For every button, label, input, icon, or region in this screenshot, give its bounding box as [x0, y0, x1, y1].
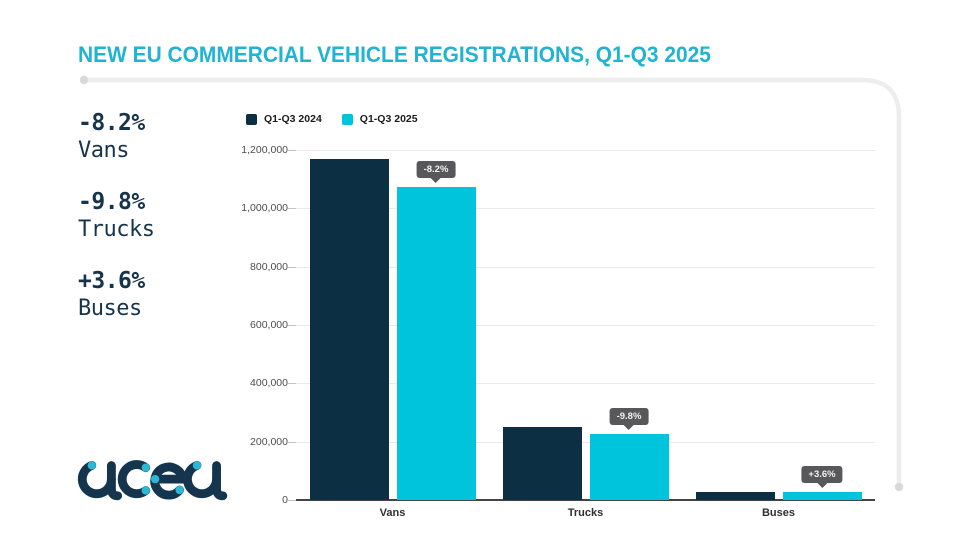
y-tick-1000000	[288, 208, 296, 210]
category-label-vans: Vans	[379, 507, 406, 519]
legend-label-2024: Q1-Q3 2024	[264, 113, 322, 125]
gridline-1200000	[296, 150, 875, 151]
y-tick-800000	[288, 266, 296, 268]
summary-stats: -8.2% Vans -9.8% Trucks +3.6% Buses	[78, 110, 155, 347]
gridline-800000	[296, 266, 875, 268]
legend-item-2024[interactable]: Q1-Q3 2024	[246, 113, 322, 125]
legend-swatch-2025	[341, 113, 353, 125]
stat-trucks-pct: -9.8%	[78, 189, 145, 215]
y-tick-label-200000: 200,000	[250, 435, 288, 448]
y-tick-200000	[288, 441, 296, 443]
category-label-buses: Buses	[761, 507, 796, 519]
acea-logo	[76, 448, 228, 509]
y-tick-label-0: 0	[282, 494, 288, 506]
y-tick-400000	[288, 383, 296, 385]
gridline-200000	[296, 441, 875, 443]
bar-2025-buses[interactable]	[782, 491, 862, 500]
frame-end-dot	[894, 482, 904, 492]
y-tick-label-600000: 600,000	[250, 319, 288, 331]
bar-2025-vans[interactable]	[396, 187, 476, 500]
category-label-trucks: Trucks	[567, 507, 604, 519]
stat-trucks: -9.8% Trucks	[78, 189, 155, 243]
change-tooltip-vans: -8.2%	[416, 161, 456, 179]
stat-vans-label: Vans	[78, 138, 129, 163]
legend-label-2025: Q1-Q3 2025	[359, 113, 418, 125]
logo-cyan-dots	[87, 461, 202, 495]
stat-trucks-label: Trucks	[78, 217, 155, 242]
y-tick-label-1000000: 1,000,000	[241, 202, 288, 215]
bar-2024-trucks[interactable]	[502, 427, 582, 500]
plot-area: Vans -8.2% Trucks -9.8% Buses +3.6%	[288, 150, 875, 519]
bar-2024-buses[interactable]	[695, 492, 775, 500]
gridline-600000	[296, 325, 875, 326]
stat-buses-label: Buses	[78, 296, 142, 321]
frame-start-dot	[79, 75, 89, 85]
page-title: NEW EU COMMERCIAL VEHICLE REGISTRATIONS,…	[78, 42, 711, 67]
stat-vans-pct: -8.2%	[78, 110, 145, 136]
y-tick-0	[288, 500, 296, 501]
stat-buses: +3.6% Buses	[78, 268, 154, 322]
change-tooltip-trucks: -9.8%	[609, 408, 649, 426]
change-tooltip-buses: +3.6%	[801, 465, 843, 483]
x-axis-line	[296, 499, 875, 501]
bar-2024-vans[interactable]	[309, 158, 389, 500]
gridline-400000	[296, 383, 875, 385]
gridline-1000000	[296, 208, 875, 210]
y-tick-600000	[288, 325, 296, 326]
y-tick-label-800000: 800,000	[250, 260, 288, 273]
stat-buses-pct: +3.6%	[78, 268, 145, 294]
y-tick-label-400000: 400,000	[250, 377, 288, 390]
stat-vans: -8.2% Vans	[78, 110, 154, 164]
chart-legend: Q1-Q3 2024 Q1-Q3 2025	[246, 113, 418, 125]
y-tick-1200000	[288, 150, 296, 151]
bar-2025-trucks[interactable]	[589, 434, 669, 500]
y-tick-label-1200000: 1,200,000	[241, 144, 288, 156]
legend-swatch-2024	[246, 113, 257, 125]
legend-item-2025[interactable]: Q1-Q3 2025	[341, 113, 418, 125]
